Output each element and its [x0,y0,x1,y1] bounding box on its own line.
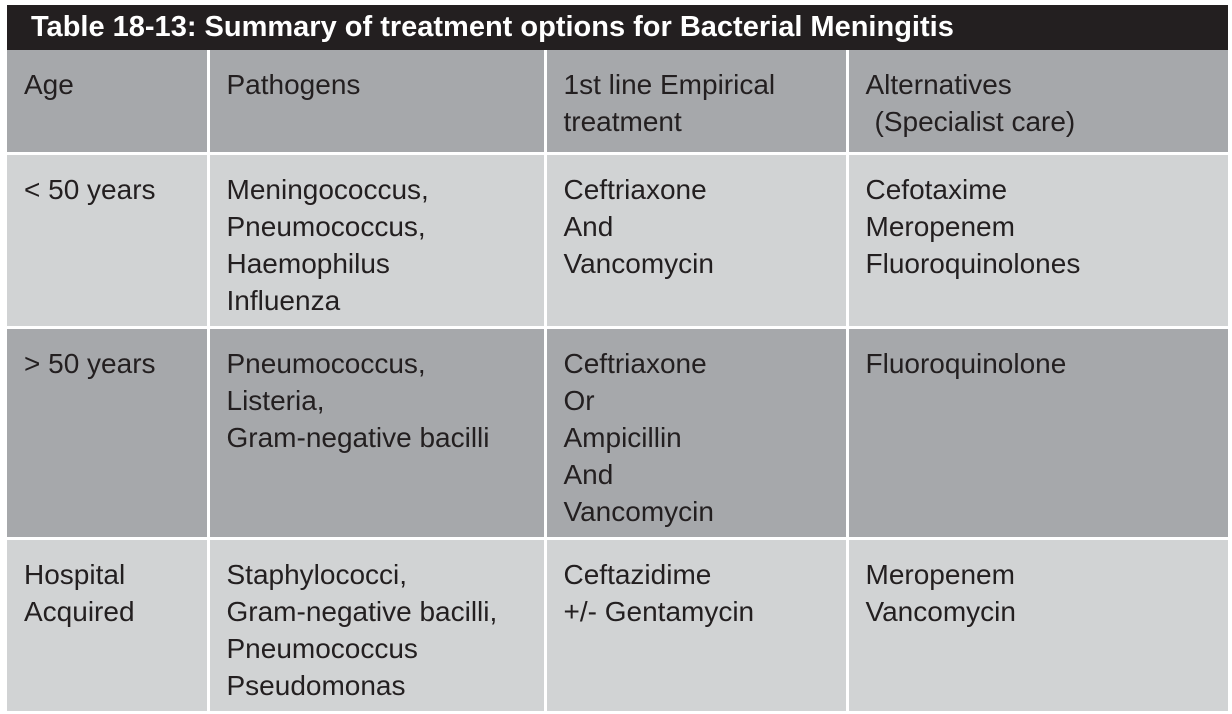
cell-line: Acquired [24,595,135,627]
header-alternatives-label: (Specialist care) [874,106,1076,137]
cell-line: Influenza [226,284,341,316]
cell-line: Listeria, [226,384,325,416]
cell-line: Fluoroquinolones [865,247,1081,279]
cell-line: Haemophilus [226,247,390,279]
cell-line: Meningococcus, [226,173,429,205]
cell-pathogens: Pneumococcus, Listeria, Gram-negative ba… [206,325,547,540]
treatment-table: Age Pathogens 1st line Empirical treatme… [7,50,1228,714]
cell-pathogens: Staphylococci, Gram-negative bacilli, Pn… [206,536,547,714]
header-first-line-label: treatment [563,106,682,137]
cell-line: < 50 years [24,173,156,205]
header-alternatives: Alternatives (Specialist care) [845,50,1228,155]
cell-line: Meropenem [865,210,1015,242]
header-row: Age Pathogens 1st line Empirical treatme… [7,50,1228,155]
cell-line: Vancomycin [563,247,714,279]
cell-alternatives: Meropenem Vancomycin [845,536,1228,714]
header-first-line: 1st line Empirical treatment [543,50,849,155]
cell-first-line: Ceftriaxone And Vancomycin [543,151,849,329]
cell-alternatives: Fluoroquinolone [845,325,1228,540]
table-title: Table 18-13: Summary of treatment option… [7,5,1228,50]
cell-age: Hospital Acquired [7,536,210,714]
cell-line: Cefotaxime [865,173,1008,205]
cell-line: Pseudomonas [226,669,406,701]
header-pathogens: Pathogens [206,50,547,155]
cell-alternatives: Cefotaxime Meropenem Fluoroquinolones [845,151,1228,329]
cell-age: < 50 years [7,151,210,329]
header-age-label: Age [24,69,74,100]
cell-line: Ceftazidime [563,558,712,590]
header-first-line-label: 1st line Empirical [563,69,776,100]
cell-line: +/- Gentamycin [563,595,755,627]
cell-line: Ceftriaxone [563,173,707,205]
cell-line: Ceftriaxone [563,347,707,379]
cell-first-line: Ceftriaxone Or Ampicillin And Vancomycin [543,325,849,540]
table-row: > 50 years Pneumococcus, Listeria, Gram-… [7,325,1228,540]
header-alternatives-label: Alternatives [865,69,1012,100]
cell-line: Pneumococcus [226,632,418,664]
cell-line: Gram-negative bacilli [226,421,490,453]
cell-age: > 50 years [7,325,210,540]
cell-line: Vancomycin [563,495,714,527]
cell-line: Ampicillin [563,421,682,453]
cell-first-line: Ceftazidime +/- Gentamycin [543,536,849,714]
cell-line: And [563,458,614,490]
table-row: Hospital Acquired Staphylococci, Gram-ne… [7,536,1228,714]
cell-line: Hospital [24,558,126,590]
cell-line: Pneumococcus, [226,210,426,242]
cell-line: Fluoroquinolone [865,347,1067,379]
cell-line: Staphylococci, [226,558,408,590]
table-row: < 50 years Meningococcus, Pneumococcus, … [7,151,1228,329]
cell-line: Or [563,384,595,416]
cell-line: Meropenem [865,558,1015,590]
cell-line: Vancomycin [865,595,1016,627]
cell-pathogens: Meningococcus, Pneumococcus, Haemophilus… [206,151,547,329]
cell-line: > 50 years [24,347,156,379]
cell-line: Gram-negative bacilli, [226,595,498,627]
header-pathogens-label: Pathogens [226,69,361,100]
cell-line: And [563,210,614,242]
header-age: Age [7,50,210,155]
cell-line: Pneumococcus, [226,347,426,379]
